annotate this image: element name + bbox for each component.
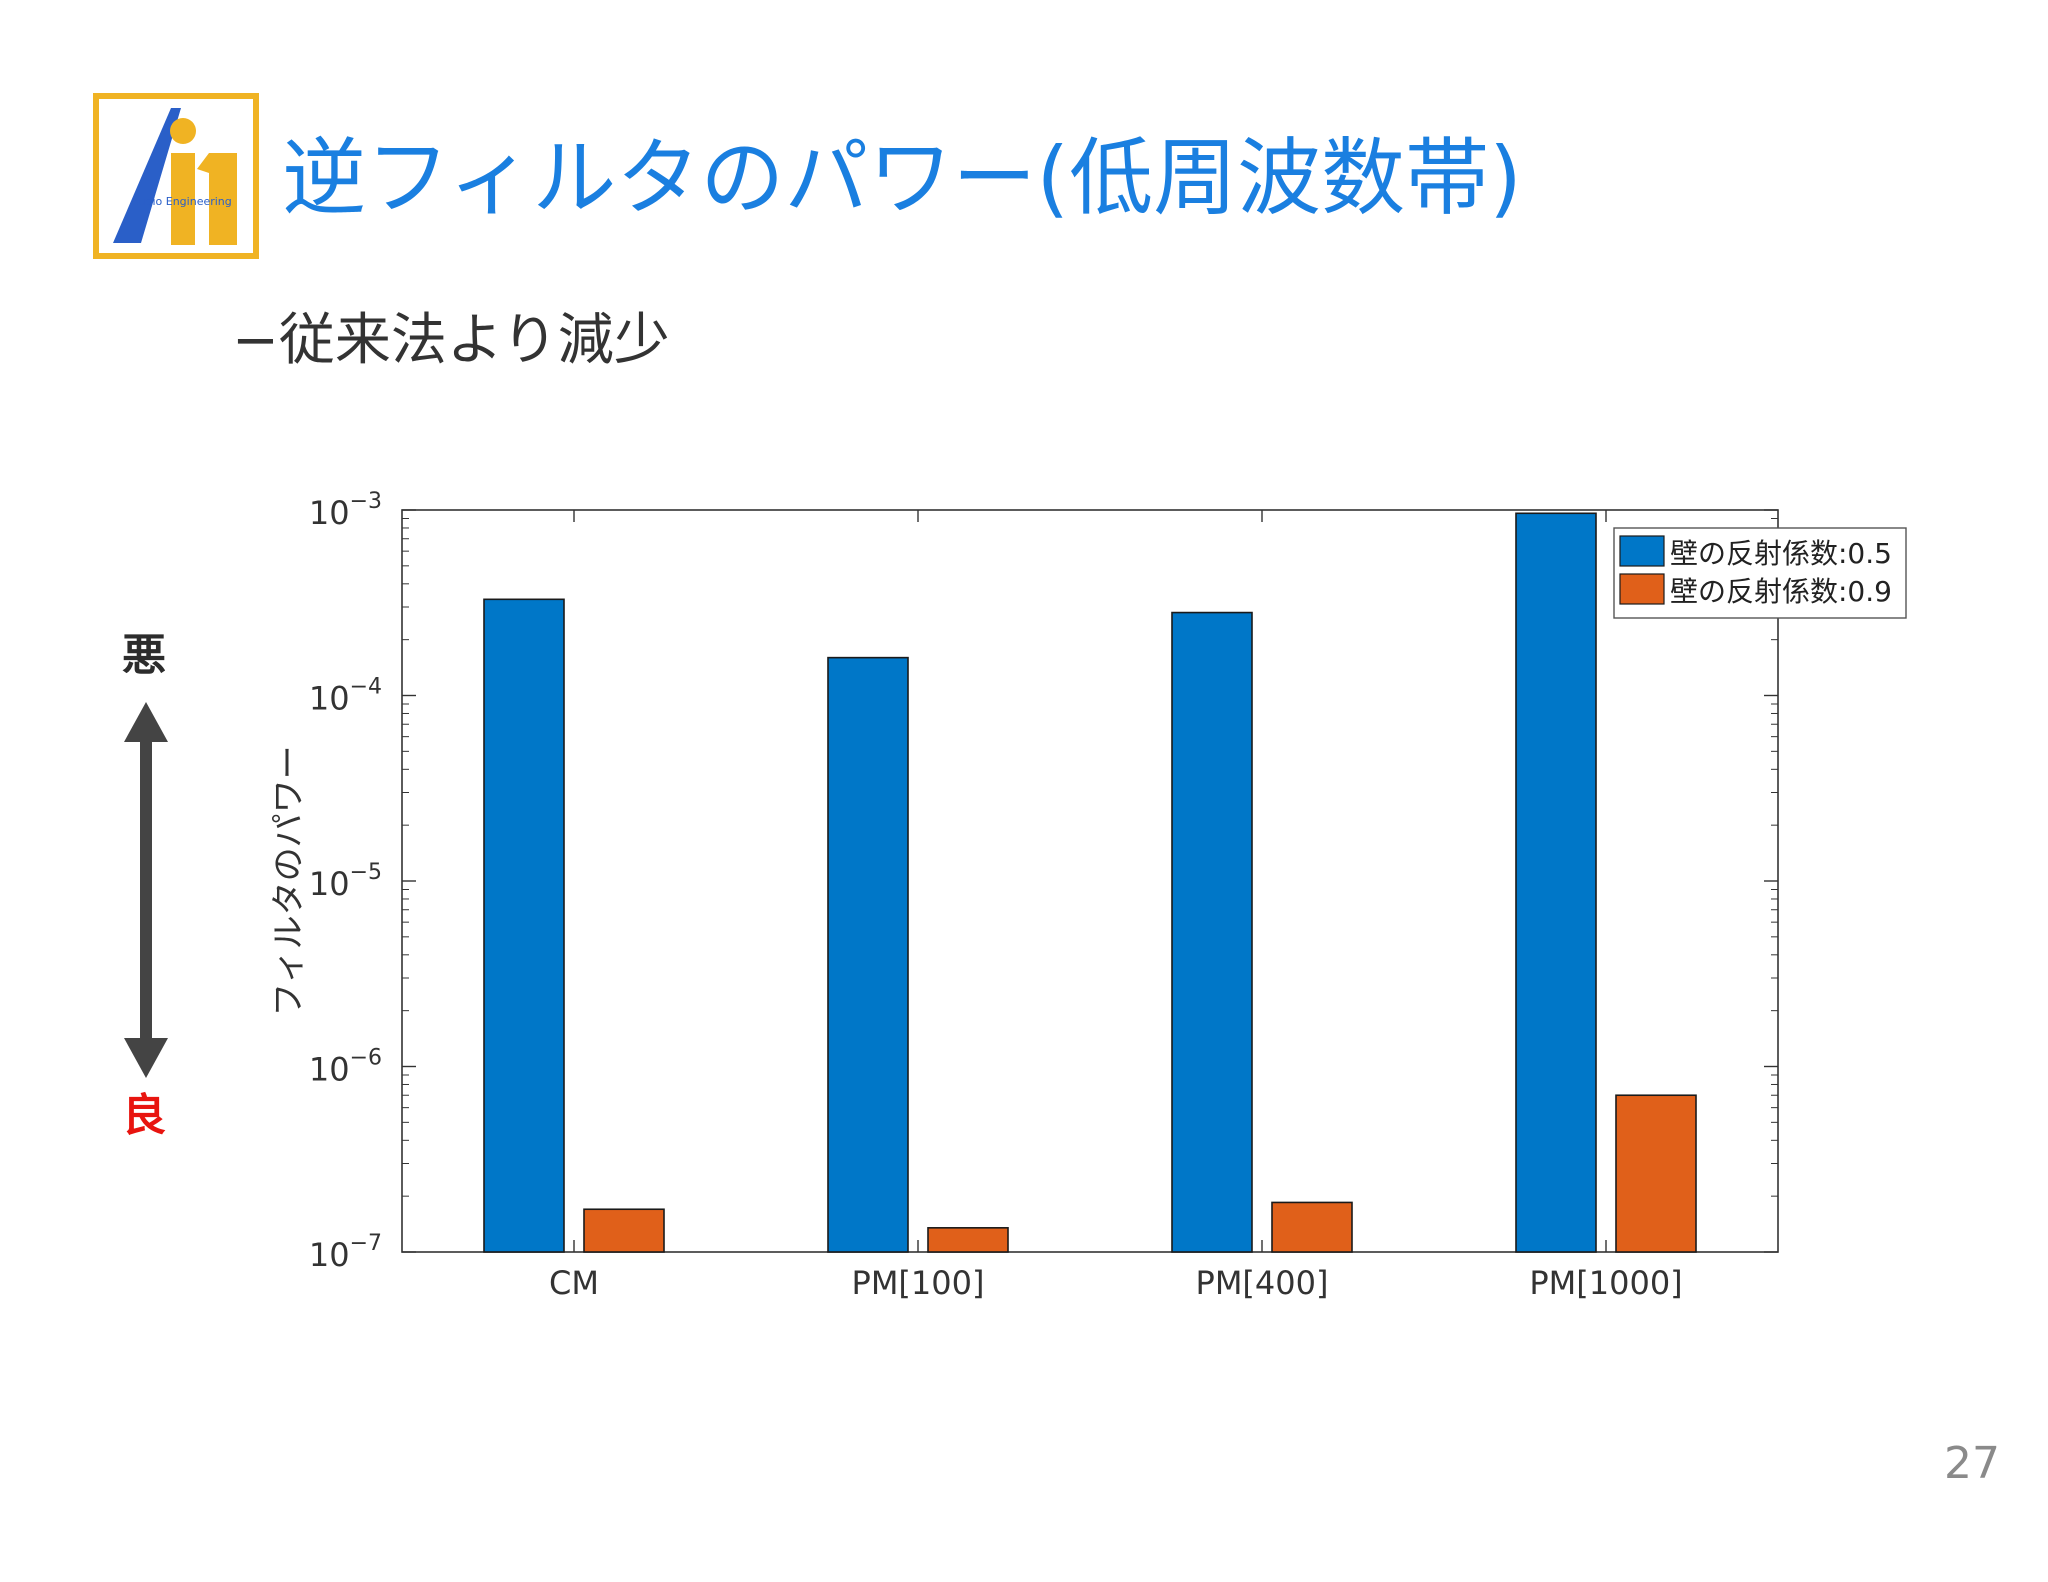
legend-label: 壁の反射係数:0.5 — [1670, 537, 1892, 570]
y-axis-label: フィルタのパワー — [269, 745, 309, 1016]
bar-2-pm100 — [927, 1227, 1009, 1253]
x-tick-label: PM[1000] — [1529, 1264, 1682, 1302]
x-tick-label: PM[100] — [852, 1264, 985, 1302]
x-tick-label: PM[400] — [1196, 1264, 1329, 1302]
better-label: 良 — [122, 1090, 166, 1141]
slide-subtitle: −従来法より減少 — [232, 308, 670, 373]
logo-one-bar — [209, 153, 237, 245]
logo-one-flag — [197, 153, 209, 173]
worse-label: 悪 — [122, 630, 166, 681]
legend-label: 壁の反射係数:0.9 — [1670, 575, 1892, 608]
y-tick-label: 10−7 — [309, 1231, 382, 1274]
bar-2-cm — [583, 1208, 665, 1253]
legend-swatch — [1619, 573, 1665, 605]
bar-1-cm — [483, 598, 565, 1253]
page-number: 27 — [1944, 1438, 2000, 1489]
bar-1-pm100 — [827, 656, 909, 1253]
ai1-logo: Audio Engineering — [93, 93, 259, 259]
legend-swatch — [1619, 535, 1665, 567]
bar-2-pm400 — [1271, 1201, 1353, 1253]
slide-title: 逆フィルタのパワー(低周波数帯) — [282, 129, 1522, 227]
bar-1-pm400 — [1171, 611, 1253, 1253]
logo-a-stroke — [113, 108, 181, 243]
filter-power-bar-chart: 10−7 10−6 10−5 10−4 10−3 CM PM[100] PM[400] PM[1… — [269, 489, 1907, 1302]
y-tick-label: 10−6 — [309, 1046, 382, 1089]
bar-1-pm1000 — [1515, 512, 1597, 1253]
logo-i-bar — [171, 153, 195, 245]
y-tick-label: 10−3 — [309, 489, 382, 532]
y-tick-label: 10−5 — [309, 860, 382, 903]
x-tick-label: CM — [549, 1264, 599, 1302]
y-tick-label: 10−4 — [309, 675, 382, 718]
logo-caption: Audio Engineering — [131, 195, 232, 208]
bar-2-pm1000 — [1615, 1094, 1697, 1253]
double-arrow-icon — [124, 702, 168, 1078]
logo-i-dot — [170, 118, 196, 144]
